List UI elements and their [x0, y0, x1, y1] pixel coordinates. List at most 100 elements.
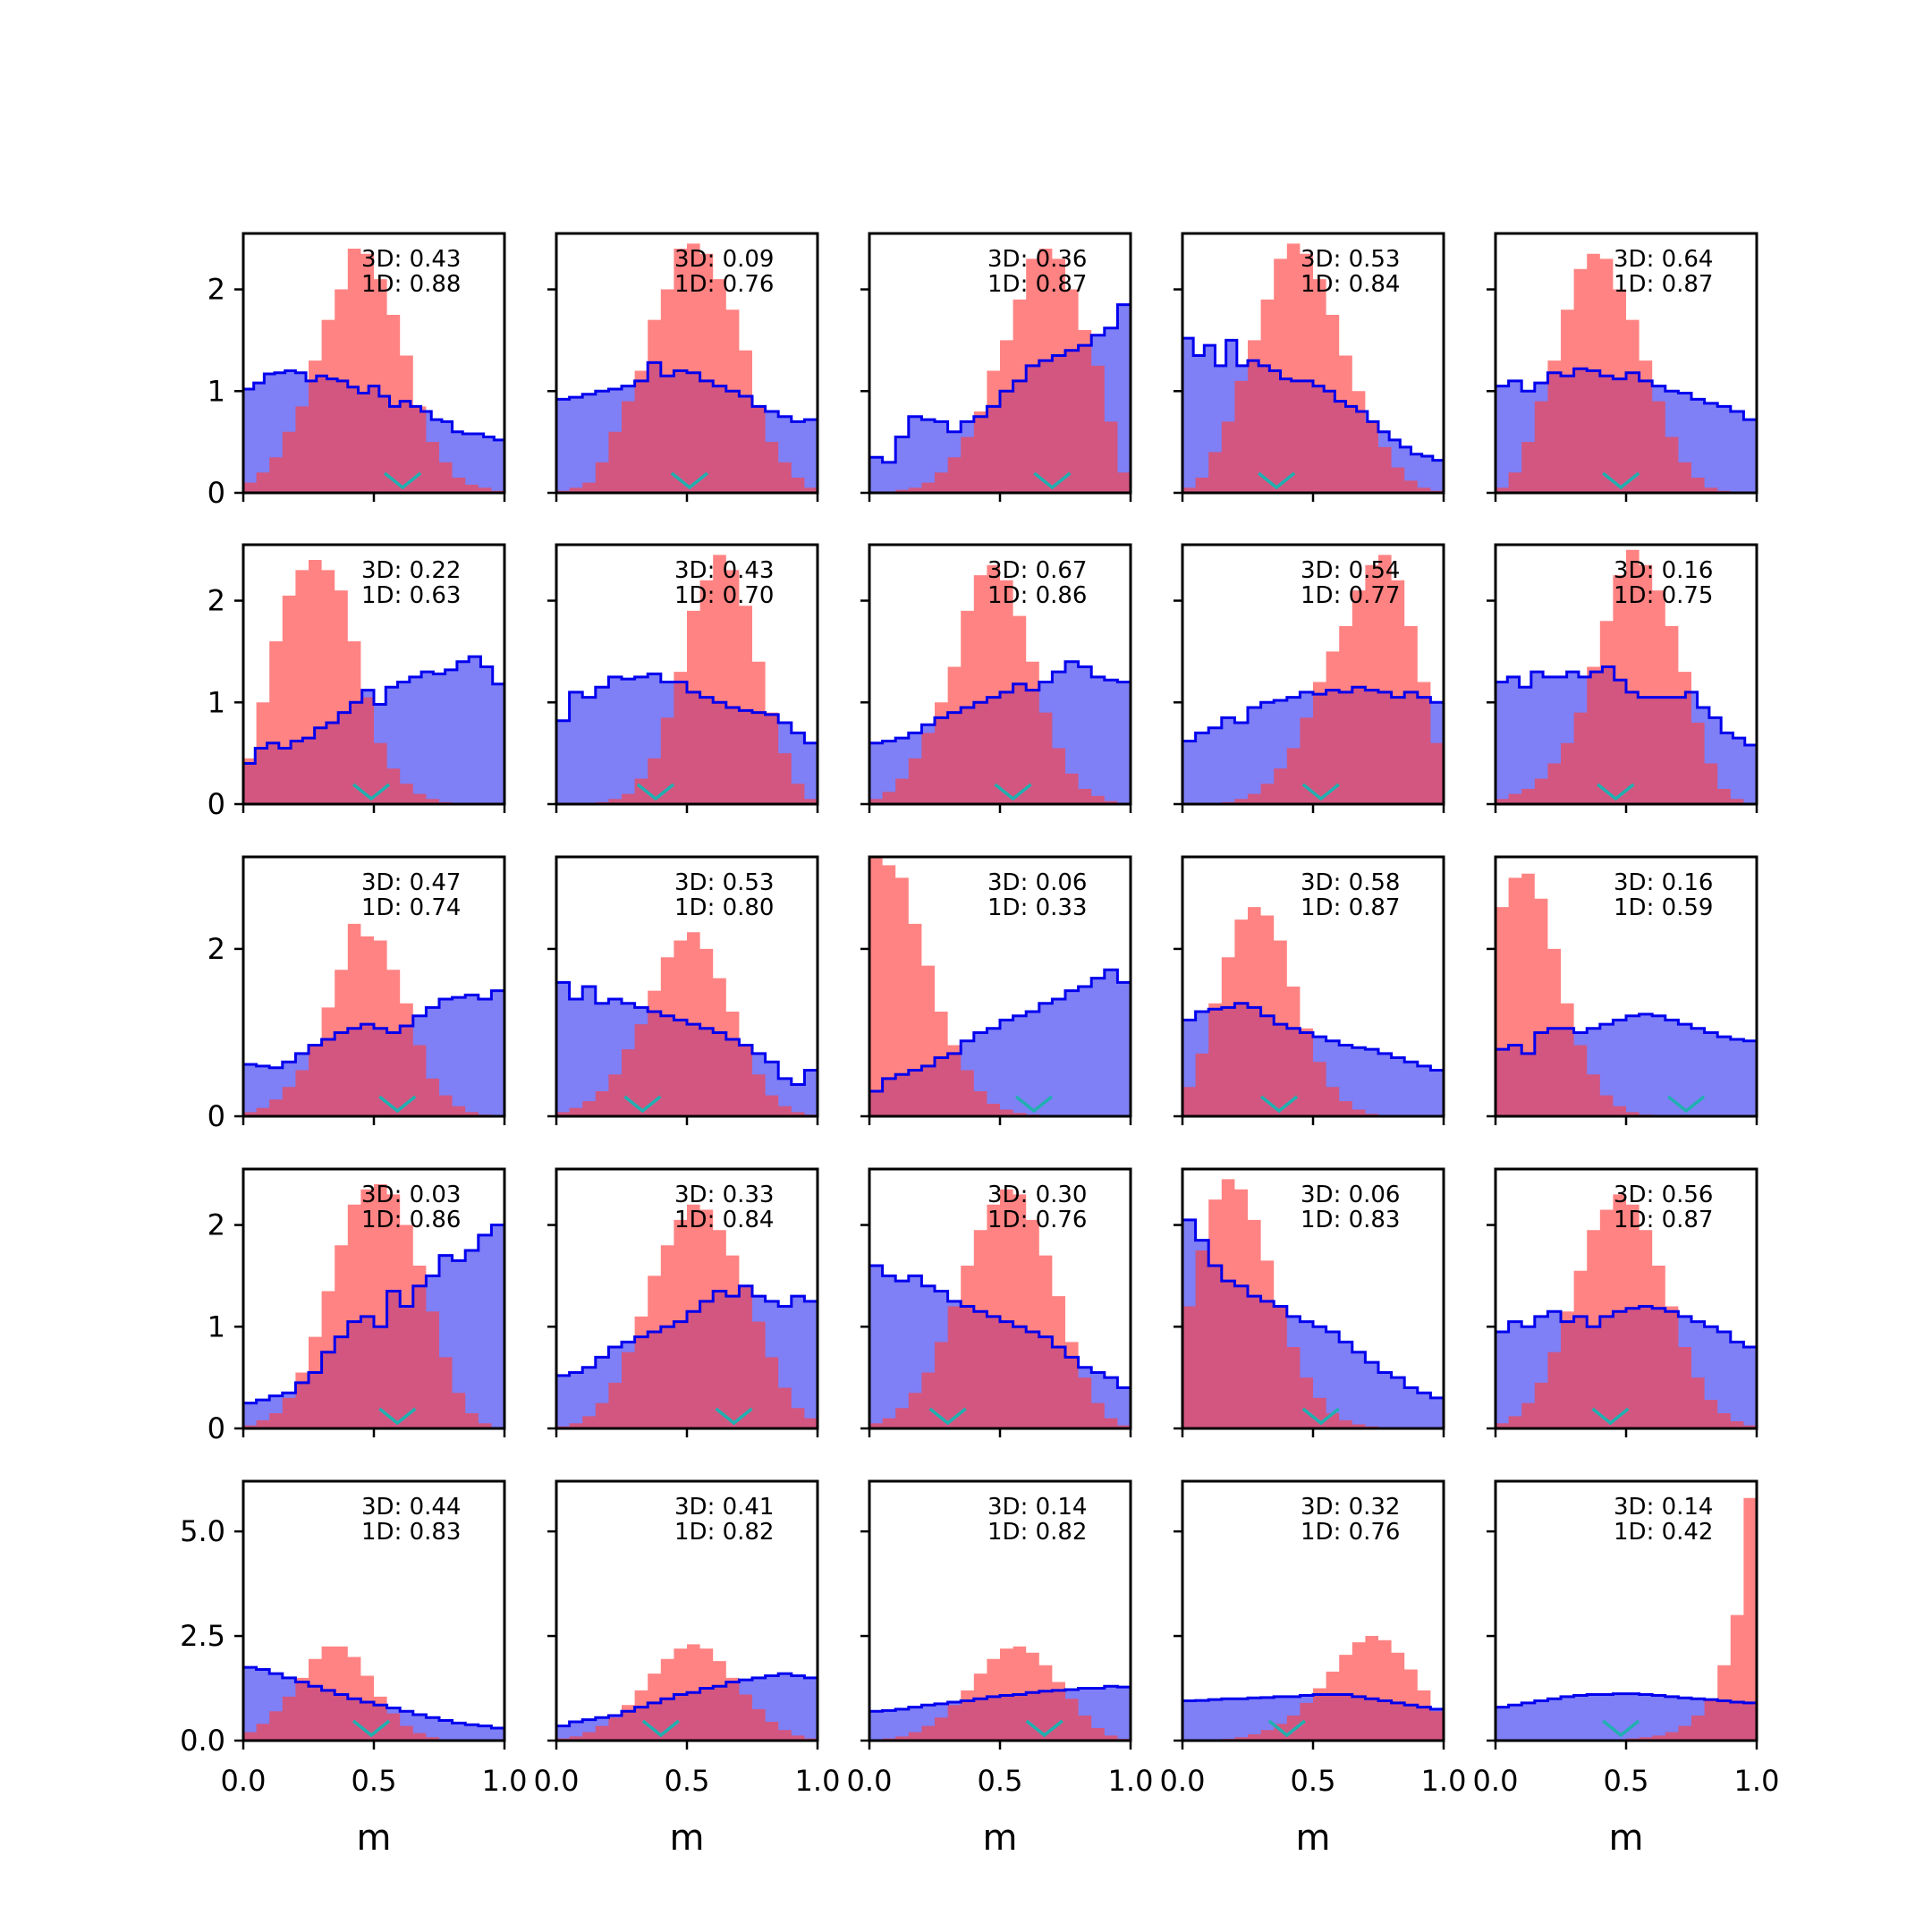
- annotation-text: 3D: 0.03: [361, 1182, 461, 1208]
- annotation-text: 3D: 0.06: [987, 869, 1087, 896]
- blue-histogram-outline: [556, 980, 818, 1086]
- blue-histogram-outline: [869, 660, 1131, 745]
- annotation-text: 1D: 0.74: [361, 894, 461, 921]
- y-tick-label: 1: [208, 374, 225, 408]
- x-tick-label: 1.0: [1421, 1764, 1467, 1798]
- estimate-marker: [1602, 1719, 1640, 1738]
- x-tick-label: 0.0: [847, 1764, 893, 1798]
- annotation-text: 3D: 0.14: [987, 1494, 1087, 1521]
- red-histogram-fill: [1496, 873, 1757, 1116]
- estimate-marker: [1301, 1407, 1340, 1426]
- estimate-marker: [670, 471, 709, 490]
- annotation-text: 1D: 0.88: [361, 271, 461, 298]
- estimate-marker: [1259, 1095, 1299, 1114]
- annotation-text: 1D: 0.86: [987, 582, 1087, 609]
- red-histogram-fill: [556, 555, 818, 804]
- y-tick-label: 1: [208, 685, 225, 719]
- x-tick-label: 0.0: [534, 1764, 580, 1798]
- blue-histogram-outline: [243, 369, 504, 442]
- plot-area: [243, 923, 504, 1116]
- estimate-marker: [1597, 783, 1635, 801]
- red-histogram-fill: [869, 249, 1131, 493]
- x-tick-label: 0.0: [221, 1764, 267, 1798]
- estimate-marker: [1591, 1407, 1630, 1426]
- red-histogram-fill: [1182, 907, 1444, 1116]
- blue-histogram-outline: [1182, 336, 1444, 462]
- y-tick-label: 2: [208, 1208, 225, 1242]
- red-histogram-fill: [243, 249, 504, 493]
- blue-histogram-outline: [243, 989, 504, 1070]
- blue-histogram-outline: [243, 1665, 504, 1730]
- red-histogram-fill: [869, 1189, 1131, 1428]
- annotation-text: 1D: 0.82: [674, 1519, 774, 1546]
- annotation-text: 1D: 0.42: [1614, 1519, 1713, 1546]
- blue-histogram-outline: [1182, 1693, 1444, 1711]
- blue-histogram-outline: [869, 1684, 1131, 1713]
- y-tick-label: 0: [208, 1411, 225, 1445]
- blue-histogram-outline: [556, 360, 818, 423]
- annotation-text: 3D: 0.44: [361, 1494, 461, 1521]
- blue-histogram-outline: [1496, 1013, 1757, 1055]
- annotation-text: 3D: 0.56: [1614, 1182, 1713, 1208]
- red-histogram-fill: [869, 857, 1131, 1116]
- y-tick-label: 2: [208, 932, 225, 966]
- annotation-text: 3D: 0.22: [361, 557, 461, 584]
- annotation-text: 1D: 0.84: [674, 1207, 774, 1233]
- plot-area: [556, 932, 818, 1116]
- x-tick-label: 0.5: [978, 1764, 1023, 1798]
- annotation-text: 1D: 0.87: [987, 271, 1087, 298]
- x-tick-label: 1.0: [482, 1764, 528, 1798]
- blue-histogram-outline: [243, 655, 504, 766]
- blue-histogram-outline: [1496, 1305, 1757, 1349]
- estimate-marker: [1033, 471, 1072, 490]
- annotation-text: 3D: 0.43: [674, 557, 774, 584]
- x-tick-label: 1.0: [1734, 1764, 1780, 1798]
- annotation-text: 3D: 0.16: [1614, 869, 1713, 896]
- y-tick-label: 2.5: [180, 1619, 225, 1653]
- annotation-text: 3D: 0.43: [361, 246, 461, 273]
- blue-histogram-outline: [556, 672, 818, 745]
- annotation-text: 1D: 0.83: [1301, 1207, 1400, 1233]
- blue-histogram-outline: [869, 303, 1131, 464]
- plot-area: [243, 1184, 504, 1428]
- blue-histogram-outline: [556, 1284, 818, 1377]
- estimate-marker: [636, 783, 675, 801]
- annotation-text: 3D: 0.06: [1301, 1182, 1400, 1208]
- plot-area: [1182, 243, 1444, 493]
- y-tick-label: 1: [208, 1309, 225, 1343]
- plot-area: [1182, 555, 1444, 804]
- annotation-text: 3D: 0.53: [1301, 246, 1400, 273]
- x-tick-label: 0.5: [352, 1764, 397, 1798]
- y-tick-label: 0: [208, 476, 225, 510]
- x-tick-label: 1.0: [1108, 1764, 1154, 1798]
- x-tick-label: 1.0: [795, 1764, 841, 1798]
- annotation-text: 1D: 0.83: [361, 1519, 461, 1546]
- estimate-marker: [352, 783, 391, 801]
- annotation-text: 3D: 0.32: [1301, 1494, 1400, 1521]
- annotation-text: 1D: 0.33: [987, 894, 1087, 921]
- estimate-marker: [623, 1095, 662, 1114]
- plot-area: [869, 1646, 1131, 1741]
- estimate-marker: [384, 471, 422, 490]
- x-axis-label: m: [357, 1818, 392, 1859]
- annotation-text: 1D: 0.77: [1301, 582, 1400, 609]
- plot-area: [243, 560, 504, 804]
- blue-histogram-outline: [243, 1224, 504, 1405]
- annotation-text: 3D: 0.41: [674, 1494, 774, 1521]
- annotation-text: 3D: 0.14: [1614, 1494, 1713, 1521]
